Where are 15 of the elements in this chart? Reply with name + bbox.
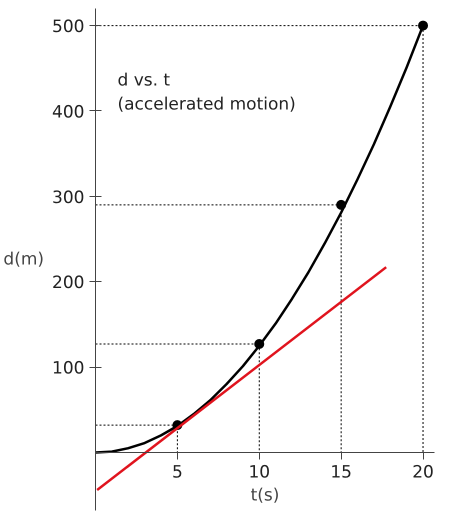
annotation: d vs. t (accelerated motion): [118, 70, 296, 114]
point: [254, 339, 264, 350]
point: [336, 200, 346, 210]
x-tick-label: 20: [412, 462, 434, 482]
point: [418, 20, 428, 31]
x-tick-label: 10: [248, 462, 270, 482]
x-axis-title: t(s): [250, 486, 280, 506]
x-tick-label: 5: [172, 462, 183, 482]
y-tick-label: 400: [52, 102, 85, 122]
x-tick-label: 15: [330, 462, 352, 482]
y-tick-label: 300: [52, 188, 85, 208]
y-tick-label: 500: [52, 17, 85, 38]
y-tick-label: 100: [52, 358, 85, 379]
y-tick-label: 200: [52, 273, 85, 294]
y-axis-title: d(m): [3, 250, 44, 270]
